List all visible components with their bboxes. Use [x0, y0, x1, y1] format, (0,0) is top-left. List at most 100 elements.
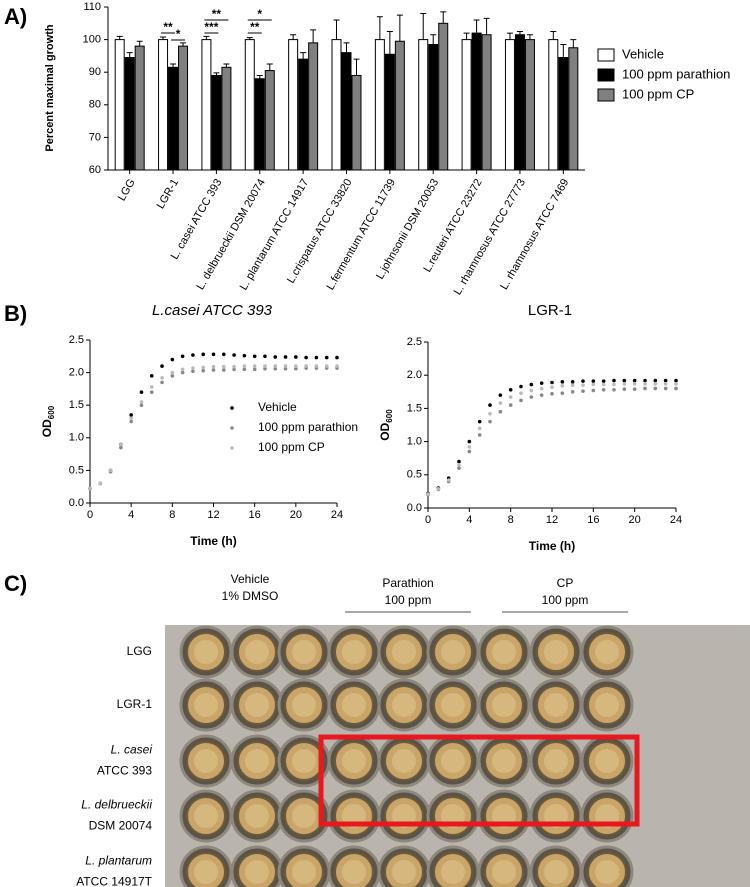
data-point	[201, 352, 206, 357]
bar	[114, 39, 125, 171]
well-center	[544, 749, 568, 773]
error-bar	[463, 32, 470, 40]
data-point	[550, 385, 554, 389]
legend-marker	[230, 446, 234, 450]
bar	[178, 45, 189, 171]
row-label: LGR-1	[117, 697, 153, 711]
column-header: CP	[557, 576, 574, 590]
bar	[548, 39, 559, 171]
y-axis-label: OD600	[40, 405, 56, 437]
x-tick-label: LGG	[116, 177, 138, 203]
well-center	[441, 693, 465, 717]
data-point	[160, 376, 164, 380]
well-center	[392, 860, 416, 884]
data-point	[191, 366, 195, 370]
data-point	[242, 364, 247, 368]
error-bar	[116, 35, 123, 40]
bar	[568, 47, 579, 171]
x-axis-label: Time (h)	[529, 539, 575, 553]
data-point	[436, 486, 441, 491]
data-point	[653, 386, 658, 391]
data-point	[539, 381, 544, 385]
data-point	[477, 426, 482, 431]
data-point	[232, 367, 236, 372]
x-tick-label: 8	[169, 509, 175, 521]
panel-label: B)	[4, 301, 27, 326]
error-bar	[126, 52, 133, 58]
y-tick-label: 1.0	[69, 432, 84, 444]
bar	[481, 34, 492, 171]
column-header: Vehicle	[231, 572, 270, 586]
data-point	[160, 380, 164, 385]
data-point	[242, 353, 247, 358]
legend-swatch	[597, 68, 615, 82]
data-point	[622, 382, 627, 386]
data-point	[508, 388, 513, 392]
y-tick-label: 90	[89, 66, 101, 78]
well-center	[194, 693, 218, 717]
data-point	[263, 354, 267, 359]
bar	[374, 39, 385, 171]
y-axis-label-sub: 600	[385, 409, 394, 423]
y-tick-label: 110	[83, 1, 101, 13]
row-label: LGG	[127, 644, 152, 658]
well-center	[595, 693, 619, 717]
error-bar	[353, 58, 360, 76]
data-point	[529, 388, 534, 393]
data-point	[335, 364, 339, 368]
data-point	[591, 382, 596, 387]
well-center	[544, 860, 568, 884]
data-point	[570, 390, 575, 394]
data-point	[252, 354, 257, 359]
bar	[211, 74, 222, 171]
data-point	[581, 379, 585, 383]
data-point	[211, 368, 216, 372]
bar	[514, 34, 525, 171]
data-point	[488, 403, 492, 407]
data-point	[581, 389, 585, 393]
data-point	[242, 367, 247, 372]
data-point	[211, 364, 216, 369]
data-point	[446, 478, 451, 482]
y-tick-label: 1.5	[69, 399, 84, 411]
data-point	[139, 390, 144, 394]
significance-label: *	[257, 7, 262, 21]
bar	[254, 78, 265, 171]
error-bar	[560, 43, 567, 58]
error-bar	[266, 63, 273, 71]
data-point	[581, 383, 585, 387]
data-point	[180, 354, 185, 359]
bar	[201, 39, 212, 171]
error-bar	[386, 30, 393, 55]
legend-label: Vehicle	[258, 400, 297, 414]
y-tick-label: 0.0	[407, 502, 422, 514]
data-point	[191, 353, 195, 357]
row-label: ATCC 393	[97, 764, 152, 778]
column-header: 1% DMSO	[222, 589, 279, 603]
x-tick-label: LGR-1	[155, 177, 182, 211]
error-bar	[203, 35, 210, 40]
error-bar	[506, 32, 513, 40]
bar	[221, 66, 232, 171]
legend-label: 100 ppm CP	[622, 86, 694, 101]
y-tick-label: 100	[83, 34, 101, 46]
well-center	[492, 749, 516, 773]
error-bar	[343, 42, 350, 53]
data-point	[283, 355, 288, 359]
data-point	[508, 403, 513, 407]
well-center	[194, 640, 218, 664]
x-tick-label: 0	[87, 509, 93, 521]
data-point	[467, 445, 472, 449]
data-point	[519, 391, 523, 395]
y-axis-label-main: OD	[40, 419, 54, 437]
data-point	[283, 366, 288, 371]
row-label: L. delbrueckii	[81, 798, 152, 812]
data-point	[304, 364, 308, 368]
data-point	[601, 382, 606, 387]
data-point	[98, 481, 103, 486]
bar	[428, 43, 439, 171]
data-point	[201, 365, 206, 370]
well-center	[392, 749, 416, 773]
chart-title: L.casei ATCC 393	[152, 302, 273, 319]
